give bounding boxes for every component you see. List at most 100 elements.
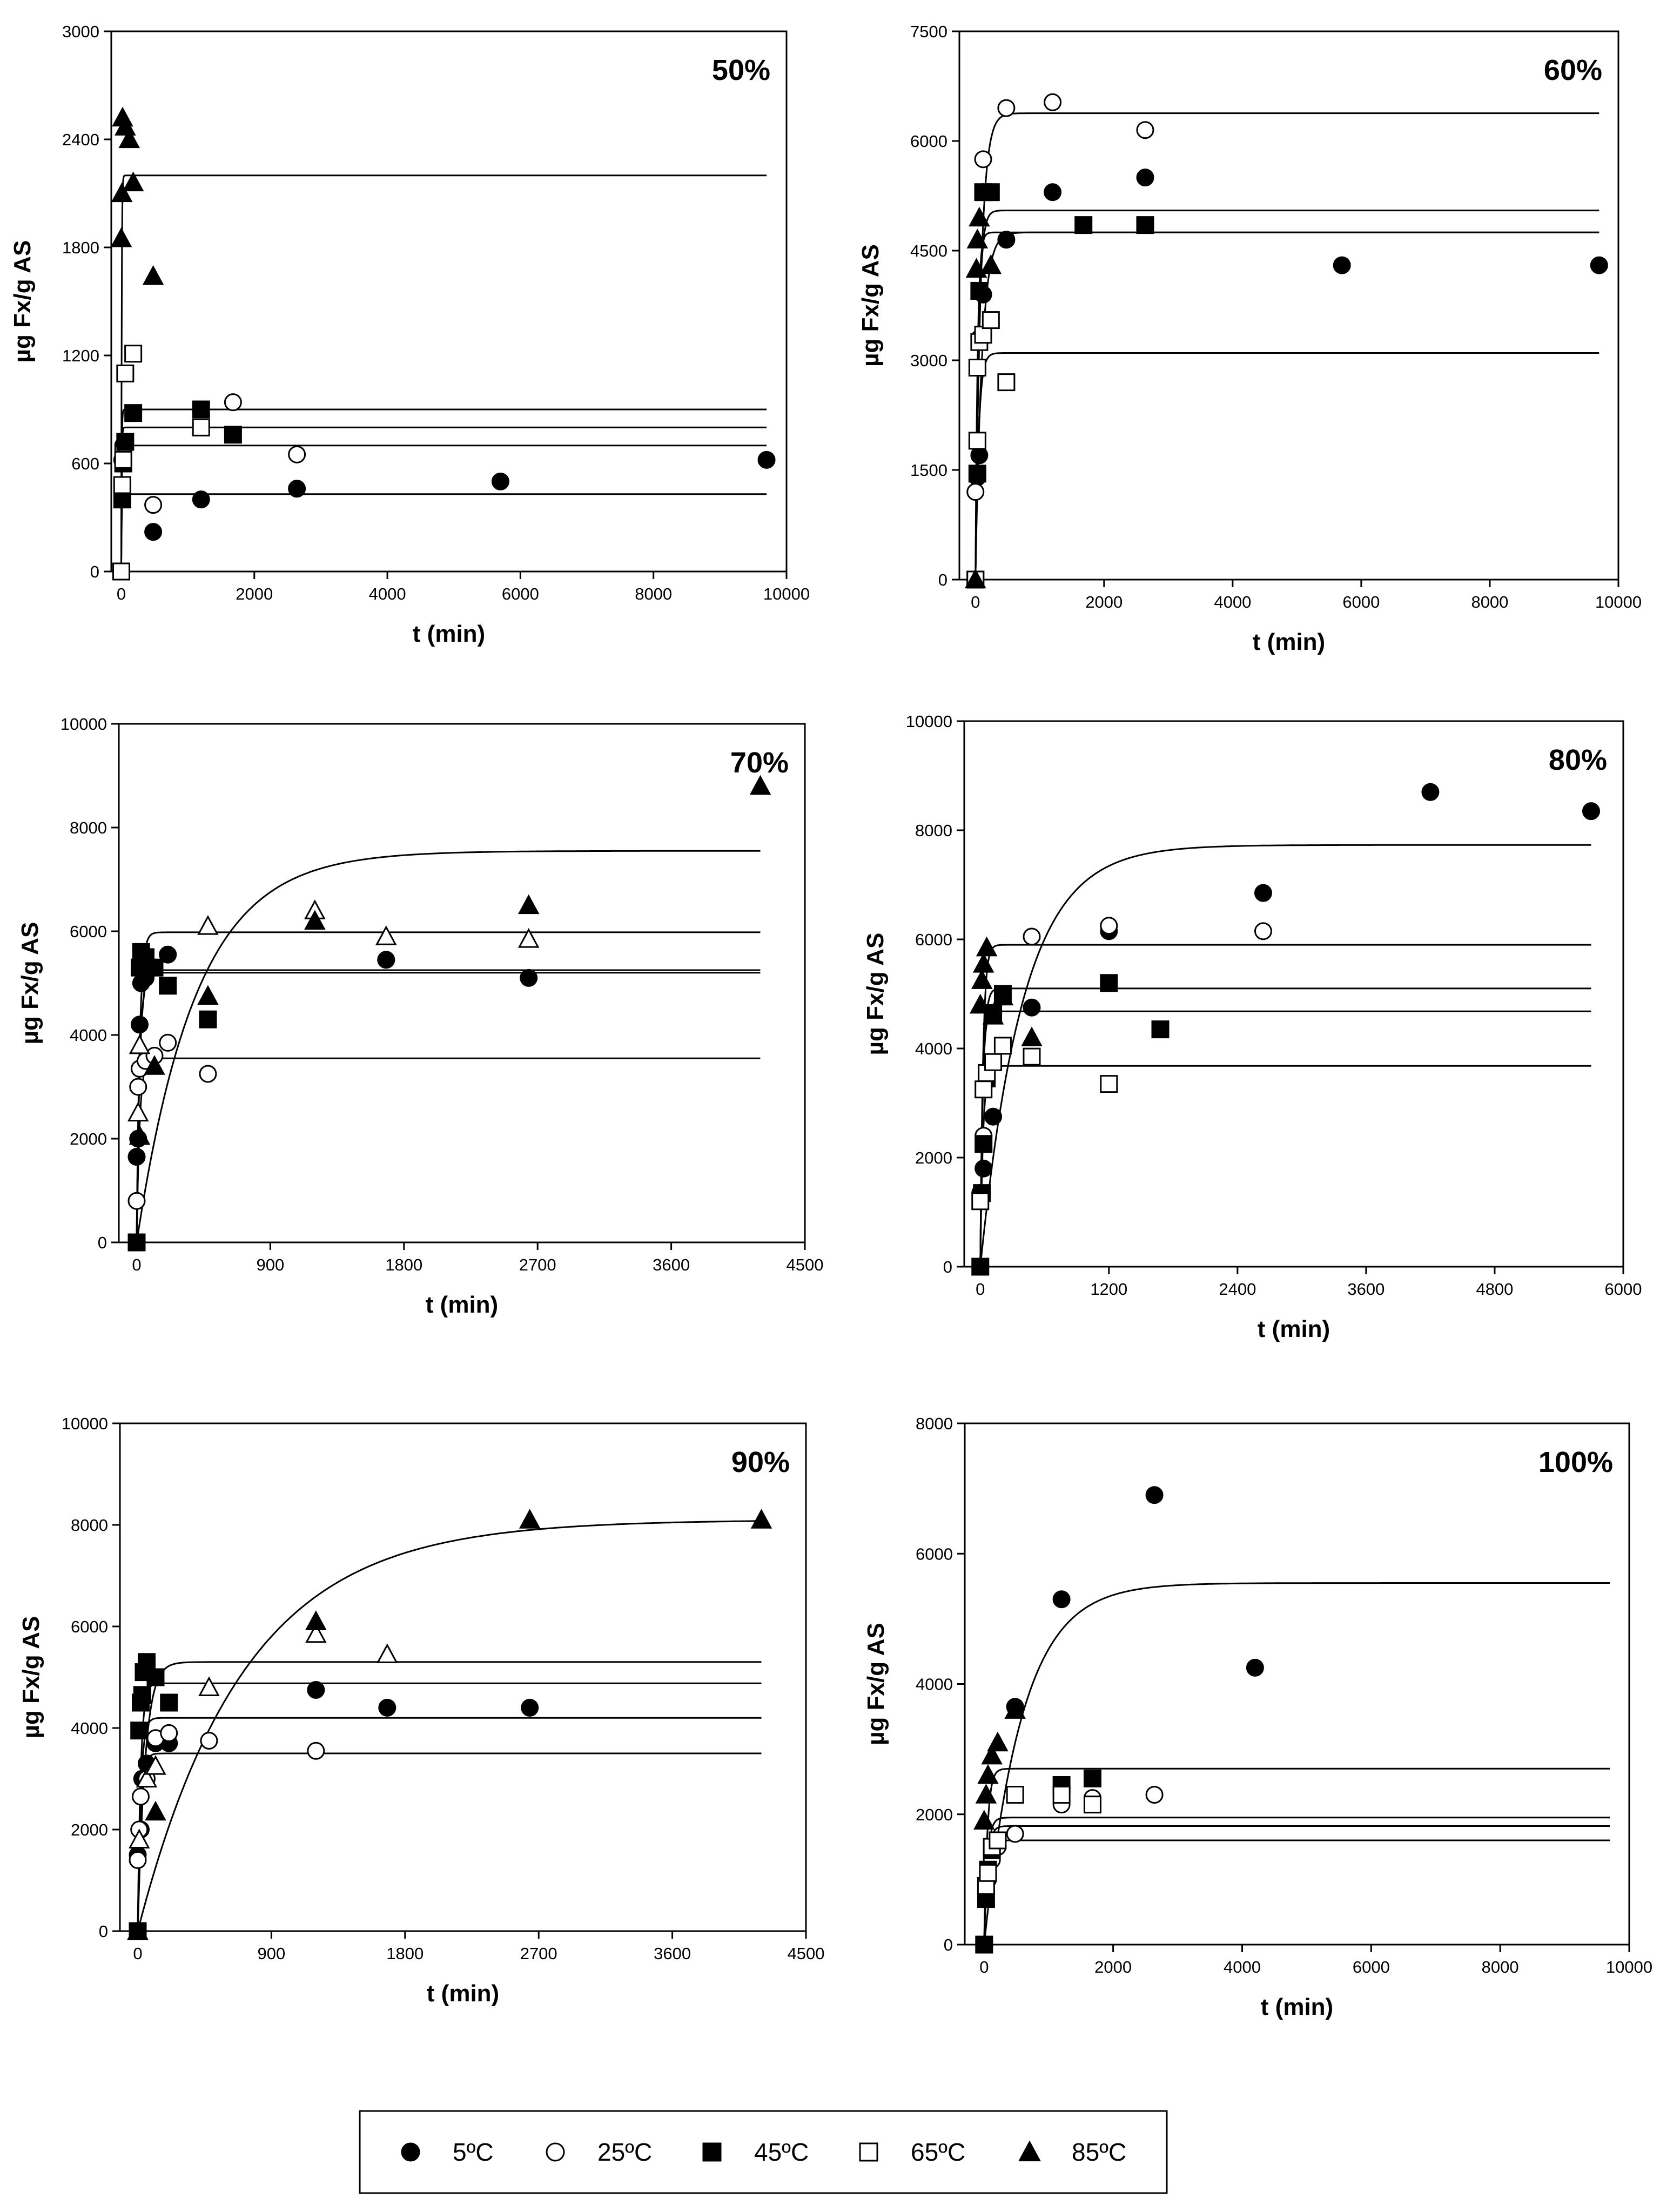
fit-curve-65ºC: [136, 931, 761, 1242]
y-tick-label: 3000: [62, 22, 99, 41]
data-point: [128, 1828, 150, 1848]
data-point: [966, 483, 985, 501]
y-tick-label: 4000: [916, 1675, 953, 1694]
data-point: [997, 373, 1016, 392]
data-point: [977, 1764, 999, 1784]
data-point: [160, 1693, 178, 1712]
x-tick-label: 900: [258, 1944, 286, 1963]
y-tick-label: 3000: [910, 351, 947, 370]
data-point: [112, 562, 130, 581]
plot-frame: [119, 1422, 807, 1932]
chart-panel-4: 0 1200 2400 3600 4800 6000 0 2000 4000 6000 8000 10…: [862, 712, 1642, 1342]
x-tick-label: 3600: [653, 1255, 690, 1274]
data-point: [972, 953, 994, 973]
data-point: [993, 1037, 1012, 1055]
data-point: [1023, 1047, 1041, 1066]
x-tick-label: 10000: [1595, 593, 1642, 611]
data-point: [144, 1055, 165, 1075]
x-tick-label: 1800: [385, 1255, 422, 1274]
data-point: [749, 775, 771, 795]
data-point: [305, 1623, 327, 1643]
fit-curve-5ºC: [979, 844, 1591, 1267]
data-point: [129, 1125, 151, 1145]
data-point: [137, 1653, 156, 1671]
data-point: [199, 1010, 217, 1028]
y-tick-label: 1200: [62, 346, 99, 365]
chart-panel-1: 0 2000 4000 6000 8000 10000 0 600 1200 1800 2400 30…: [9, 22, 810, 647]
data-point: [1136, 169, 1154, 187]
data-point: [1145, 1786, 1164, 1804]
data-point: [757, 451, 776, 469]
data-point: [129, 1851, 147, 1869]
legend-label-2: 25ºC: [597, 2138, 652, 2166]
data-point: [124, 404, 143, 422]
data-point: [1254, 884, 1272, 902]
x-tick-label: 6000: [1342, 593, 1380, 611]
data-point: [307, 1681, 325, 1699]
chart-panel-3: 0 900 1800 2700 3600 4500 0 2000 4000 6000 8000 100…: [17, 715, 823, 1318]
y-tick-label: 6000: [70, 922, 107, 941]
y-tick-label: 0: [99, 1922, 108, 1941]
fit-curve-25ºC: [983, 1839, 1610, 1945]
data-point: [129, 1078, 147, 1096]
data-point: [116, 364, 135, 382]
data-point: [1582, 802, 1600, 821]
data-point: [973, 1810, 995, 1830]
data-point: [288, 445, 306, 463]
data-point: [1021, 1026, 1043, 1046]
data-point: [980, 254, 1002, 274]
data-point: [224, 426, 242, 444]
data-point: [1100, 974, 1118, 992]
x-axis-title: t (min): [1261, 1994, 1333, 2020]
x-tick-label: 6000: [502, 584, 539, 603]
chart-panel-6: 0 2000 4000 6000 8000 10000 0 2000 4000 6000 8000 1…: [863, 1414, 1652, 2020]
panel-title: 50%: [712, 54, 770, 86]
data-point: [1246, 1658, 1264, 1677]
data-point: [133, 1686, 151, 1704]
data-point: [192, 418, 210, 436]
legend: 5ºC 25ºC 45ºC 65ºC 85ºC: [359, 2110, 1168, 2194]
chart-panel-2: 0 2000 4000 6000 8000 10000 0 1500 3000 4500 6000 7…: [857, 22, 1642, 655]
data-point: [130, 1722, 149, 1740]
data-point: [520, 969, 538, 987]
data-point: [378, 1698, 396, 1717]
y-tick-label: 4000: [915, 1039, 952, 1058]
y-tick-label: 6000: [71, 1617, 108, 1636]
fit-curve-25ºC: [120, 445, 767, 572]
legend-marker-5: [1018, 2140, 1041, 2162]
fit-curve-85ºC: [983, 1767, 1610, 1945]
y-tick-label: 4500: [910, 241, 947, 260]
fit-curve-5ºC: [136, 972, 761, 1242]
x-tick-label: 4500: [788, 1944, 825, 1963]
x-tick-label: 0: [976, 1280, 985, 1299]
y-tick-label: 4000: [71, 1719, 108, 1738]
data-point: [145, 1755, 166, 1775]
data-point: [975, 1159, 993, 1178]
data-point: [136, 1767, 158, 1788]
fit-curve-45ºC: [137, 1661, 762, 1931]
data-point: [974, 150, 992, 169]
fit-curve-25ºC: [979, 944, 1591, 1267]
data-point: [110, 227, 132, 247]
fit-curve-45ºC: [120, 408, 767, 572]
data-point: [118, 128, 140, 149]
x-tick-label: 8000: [1471, 593, 1508, 611]
y-tick-label: 10000: [62, 1414, 108, 1433]
data-point: [1151, 1020, 1170, 1039]
data-point: [976, 936, 998, 957]
x-tick-label: 1200: [1090, 1280, 1127, 1299]
data-point: [982, 1004, 1004, 1025]
data-point: [197, 985, 219, 1005]
data-point: [968, 432, 986, 450]
y-axis-title: µg Fx/g AS: [18, 1616, 44, 1739]
legend-label-4: 65ºC: [911, 2138, 965, 2166]
x-tick-label: 2700: [520, 1944, 557, 1963]
data-point: [304, 910, 326, 930]
data-point: [127, 1920, 149, 1940]
x-tick-label: 0: [971, 593, 980, 611]
plot-frame: [963, 720, 1624, 1268]
data-point: [1004, 1699, 1026, 1719]
fit-curve-5ºC: [975, 231, 1599, 580]
data-point: [159, 977, 177, 995]
x-tick-label: 4800: [1476, 1280, 1513, 1299]
